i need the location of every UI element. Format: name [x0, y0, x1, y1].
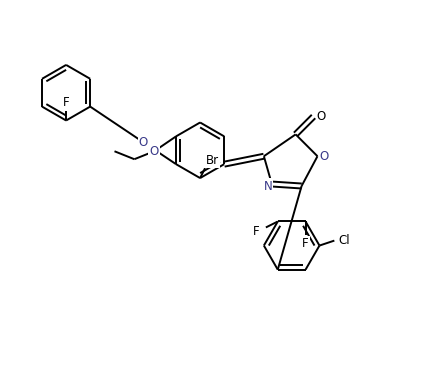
Text: O: O [139, 136, 148, 149]
Text: Br: Br [205, 154, 219, 167]
Text: F: F [63, 96, 69, 109]
Text: N: N [263, 180, 272, 193]
Text: F: F [302, 237, 309, 250]
Text: Cl: Cl [338, 234, 350, 247]
Text: O: O [317, 110, 326, 123]
Text: O: O [150, 145, 159, 158]
Text: F: F [253, 225, 259, 238]
Text: O: O [320, 150, 329, 163]
